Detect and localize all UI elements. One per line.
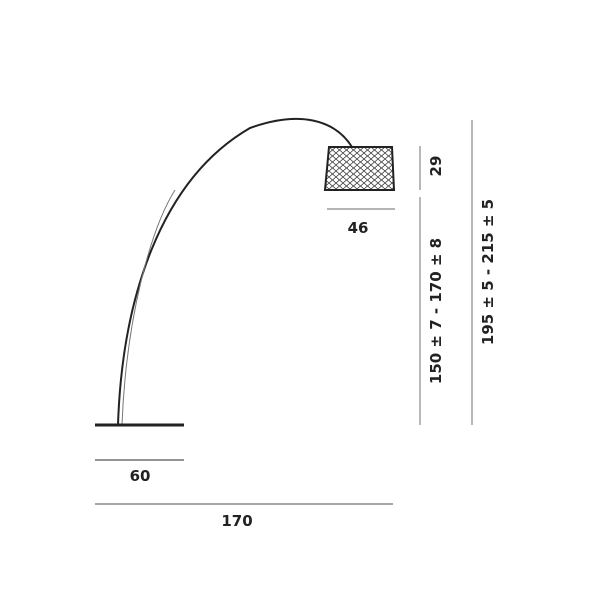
shade-height-label: 29 xyxy=(427,155,445,177)
total-width-label: 170 xyxy=(221,512,253,530)
lamp-pole-inner xyxy=(121,189,176,426)
lamp-arc-arm xyxy=(117,117,353,426)
lamp-shade xyxy=(323,146,396,191)
shade-width-label: 46 xyxy=(347,219,369,237)
shade-bottom-height-label: 150 ± 7 - 170 ± 8 xyxy=(427,237,445,385)
base-width-label: 60 xyxy=(129,467,151,485)
total-height-label: 195 ± 5 - 215 ± 5 xyxy=(479,198,497,346)
